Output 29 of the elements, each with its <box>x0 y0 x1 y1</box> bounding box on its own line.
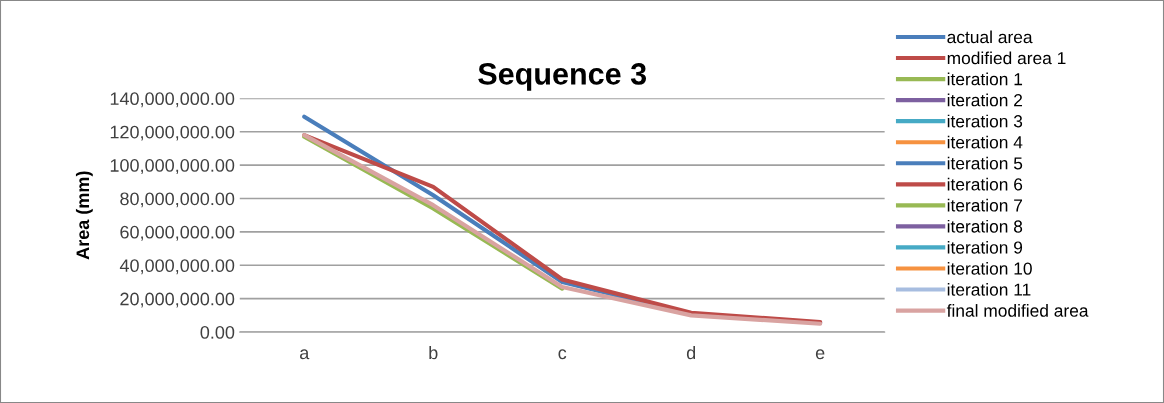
y-axis-title: Area (mm) <box>75 171 93 260</box>
legend-label: iteration 11 <box>947 283 1031 296</box>
legend-label: iteration 7 <box>947 198 1023 212</box>
y-tick-label: 40,000,000.00 <box>119 259 235 275</box>
legend-label: iteration 3 <box>947 114 1023 128</box>
legend-label: final modified area <box>946 304 1089 317</box>
y-tick-label: 120,000,000.00 <box>110 125 235 141</box>
legend-label: actual area <box>947 30 1033 44</box>
x-tick-label: e <box>815 349 825 360</box>
legend-label: iteration 9 <box>947 240 1023 254</box>
x-tick-label: c <box>558 349 567 360</box>
legend-label: iteration 10 <box>947 261 1032 275</box>
x-tick-label: a <box>300 349 310 360</box>
legend-label: modified area 1 <box>947 51 1066 65</box>
legend-label: iteration 1 <box>947 72 1023 86</box>
y-tick-label: 100,000,000.00 <box>110 159 235 174</box>
chart-title: Sequence 3 <box>478 63 647 91</box>
legend-label: iteration 6 <box>947 177 1023 191</box>
legend-label: iteration 4 <box>947 135 1023 149</box>
legend-label: iteration 8 <box>947 219 1023 233</box>
y-tick-label: 80,000,000.00 <box>120 192 235 208</box>
y-tick-label: 20,000,000.00 <box>120 292 235 308</box>
x-tick-label: b <box>429 345 438 360</box>
y-tick-label: 60,000,000.00 <box>120 225 235 241</box>
y-tick-label: 0.00 <box>200 326 235 339</box>
legend-label: iteration 2 <box>947 93 1023 107</box>
legend-label: iteration 5 <box>947 156 1023 170</box>
y-tick-label: 140,000,000.00 <box>110 92 235 108</box>
x-tick-label: d <box>686 345 696 360</box>
